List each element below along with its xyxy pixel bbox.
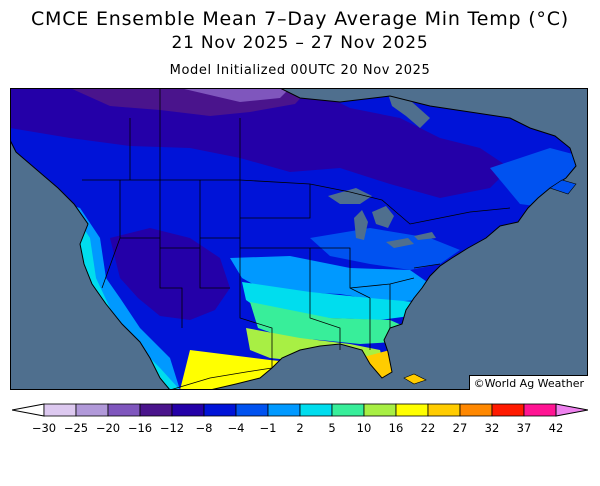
legend-tick-label: −1 [260, 421, 277, 435]
legend-tick-label: −30 [32, 421, 56, 435]
legend-bin [171, 403, 205, 417]
legend-bin [43, 403, 77, 417]
legend-bin [491, 403, 525, 417]
legend-bin [235, 403, 269, 417]
map-title: CMCE Ensemble Mean 7–Day Average Min Tem… [30, 8, 570, 30]
map-border [10, 88, 588, 390]
cuba [403, 373, 427, 385]
credit-label: ©World Ag Weather [468, 375, 588, 390]
legend-bin [395, 403, 429, 417]
legend-tick-label: 42 [549, 421, 564, 435]
legend-bin [523, 403, 557, 417]
legend-tick-label: −20 [96, 421, 120, 435]
newfoundland [549, 179, 577, 195]
legend-bin [427, 403, 461, 417]
legend-tick-label: 2 [296, 421, 303, 435]
legend-bin [203, 403, 237, 417]
legend-tick-label: 22 [421, 421, 436, 435]
legend-tick-label: 5 [328, 421, 335, 435]
legend-tick-label: 27 [453, 421, 468, 435]
color-legend: −30 −25 −20 −16 −12 −8 −4 −1 2 5 10 16 22 27 32 37 42 [12, 403, 588, 435]
legend-bin [459, 403, 493, 417]
legend-bin [139, 403, 173, 417]
legend-bin [267, 403, 301, 417]
legend-tick-label: 16 [389, 421, 404, 435]
legend-tick-label: 10 [357, 421, 372, 435]
legend-bin [75, 403, 109, 417]
legend-tick-label: −25 [64, 421, 88, 435]
legend-bin [299, 403, 333, 417]
great-lakes [328, 90, 436, 248]
map-date-range: 21 Nov 2025 – 27 Nov 2025 [171, 33, 429, 53]
model-init-subtitle: Model Initialized 00UTC 20 Nov 2025 [169, 63, 431, 78]
legend-bin [107, 403, 141, 417]
political-borders [82, 88, 511, 390]
temperature-map: ©World Ag Weather [10, 88, 588, 390]
legend-tick-label: −16 [128, 421, 152, 435]
map-canvas [10, 88, 588, 390]
coastline [10, 88, 577, 390]
legend-tick-label: −12 [160, 421, 184, 435]
legend-tick-label: 32 [485, 421, 500, 435]
legend-tick-label: 37 [517, 421, 532, 435]
legend-tick-label: −4 [228, 421, 245, 435]
legend-arrow-below [12, 403, 45, 417]
legend-tick-label: −8 [196, 421, 213, 435]
legend-arrow-above [555, 403, 588, 417]
legend-bin [331, 403, 365, 417]
legend-bin [363, 403, 397, 417]
